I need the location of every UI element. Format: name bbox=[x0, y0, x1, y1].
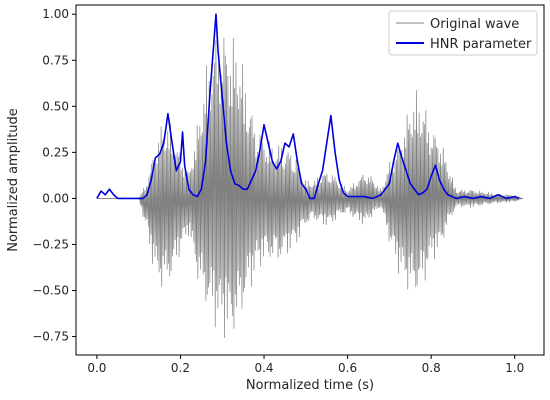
y-tick-label: 0.75 bbox=[42, 53, 69, 67]
x-tick-label: 0.8 bbox=[422, 361, 441, 375]
y-tick-label: −0.75 bbox=[32, 330, 69, 344]
y-tick-label: 1.00 bbox=[42, 7, 69, 21]
plot-frame bbox=[75, 4, 545, 356]
y-tick-label: 0.50 bbox=[42, 99, 69, 113]
original-wave-trace bbox=[96, 37, 523, 339]
plot-background bbox=[76, 5, 544, 355]
x-axis-title: Normalized time (s) bbox=[246, 378, 374, 393]
x-tick-label: 1.0 bbox=[505, 361, 524, 375]
legend-label-original-wave: Original wave bbox=[430, 17, 519, 32]
y-axis-ticks: −0.75 −0.50 −0.25 0.00 0.25 0.50 0.75 1.00 bbox=[32, 7, 76, 344]
y-tick-label: 0.25 bbox=[42, 145, 69, 159]
legend: Original wave HNR parameter bbox=[388, 10, 538, 56]
y-tick-label: −0.50 bbox=[32, 284, 69, 298]
x-tick-label: 0.6 bbox=[338, 361, 357, 375]
x-tick-label: 0.0 bbox=[87, 361, 106, 375]
x-tick-label: 0.2 bbox=[171, 361, 190, 375]
x-tick-label: 0.4 bbox=[254, 361, 273, 375]
legend-label-hnr-parameter: HNR parameter bbox=[430, 37, 532, 52]
hnr-parameter-line bbox=[96, 13, 520, 200]
y-tick-label: −0.25 bbox=[32, 237, 69, 251]
plot-area bbox=[75, 4, 545, 356]
hnr-parameter-trace bbox=[96, 13, 520, 200]
original-wave bbox=[96, 37, 523, 339]
y-tick-label: 0.00 bbox=[42, 191, 69, 205]
y-axis-title: Normalized amplitude bbox=[6, 108, 21, 252]
legend-box bbox=[388, 10, 538, 56]
x-axis-ticks: 0.0 0.2 0.4 0.6 0.8 1.0 bbox=[87, 355, 524, 375]
